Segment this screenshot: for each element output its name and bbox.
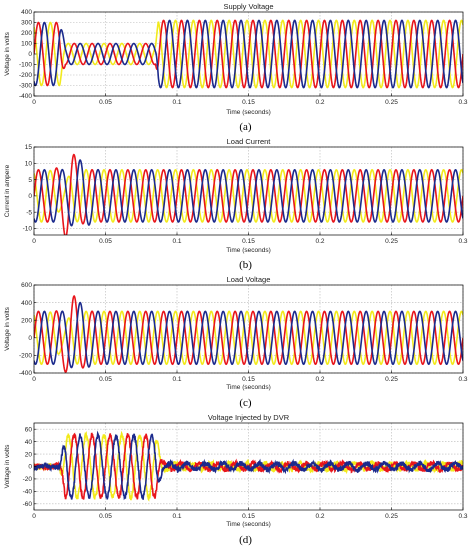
figure-caption: (c)	[239, 397, 252, 409]
x-tick-label: 0.1	[172, 376, 181, 383]
series-line-phase-1	[34, 19, 463, 89]
x-tick-label: 0.15	[242, 99, 255, 106]
y-tick-label: 100	[21, 41, 32, 48]
x-tick-label: 0.15	[242, 376, 255, 383]
y-tick-label: -40	[23, 489, 33, 496]
y-tick-label: 200	[21, 30, 32, 37]
x-tick-label: 0.05	[99, 238, 112, 245]
chart-title: Voltage Injected by DVR	[208, 413, 290, 422]
y-axis-label: Voltage in volts	[4, 444, 11, 488]
y-tick-label: 200	[21, 317, 32, 324]
y-tick-label: -400	[19, 93, 32, 100]
chart-panel-1: 0 0.05 0.1 0.15 0.2 0.25 0.3 -400 -300 -200 -100 0 1…	[4, 2, 468, 133]
chart-title: Load Current	[227, 137, 272, 146]
chart-title: Load Voltage	[227, 275, 271, 284]
y-tick-label: 0	[28, 51, 32, 58]
series-line-phase-3	[34, 19, 463, 89]
x-tick-label: 0.3	[458, 99, 467, 106]
x-tick-label: 0.3	[458, 513, 467, 520]
x-axis-label: Time (seconds)	[226, 384, 271, 391]
x-tick-label: 0.25	[385, 376, 398, 383]
x-tick-label: 0.2	[315, 238, 324, 245]
x-tick-label: 0.1	[172, 99, 181, 106]
y-axis-label: Voltage in volts	[4, 306, 11, 350]
y-tick-label: -200	[19, 353, 32, 360]
x-axis-label: Time (seconds)	[226, 247, 271, 254]
y-tick-label: -200	[19, 72, 32, 79]
y-tick-label: -5	[26, 209, 32, 216]
x-tick-label: 0.15	[242, 513, 255, 520]
x-tick-label: 0.3	[458, 238, 467, 245]
y-axis-label: Current in ampere	[4, 164, 11, 217]
chart-panel-3: 0 0.05 0.1 0.15 0.2 0.25 0.3 -400 -200 0 200 400 600…	[4, 275, 468, 409]
series-line-phase-2	[34, 430, 463, 501]
y-tick-label: 20	[25, 451, 33, 458]
x-tick-label: 0.05	[99, 513, 112, 520]
chart-panel-4: 0 0.05 0.1 0.15 0.2 0.25 0.3 -60 -40 -20 0 20 40 60 Vo…	[4, 413, 468, 546]
series-line-phase-1	[34, 295, 463, 373]
x-tick-label: 0.2	[315, 99, 324, 106]
y-tick-label: -400	[19, 370, 32, 377]
y-tick-label: -20	[23, 476, 33, 483]
y-tick-label: 60	[25, 426, 33, 433]
y-tick-label: 0	[28, 464, 32, 471]
figure-caption: (a)	[239, 121, 252, 133]
x-axis-label: Time (seconds)	[226, 521, 271, 528]
series-line-phase-3	[34, 168, 463, 223]
series-line-phase-2	[34, 19, 463, 89]
y-tick-label: 600	[21, 282, 32, 289]
x-tick-label: 0.05	[99, 376, 112, 383]
y-tick-label: 15	[25, 144, 33, 151]
y-tick-label: 40	[25, 439, 33, 446]
x-tick-label: 0.25	[385, 238, 398, 245]
series-line-phase-3	[34, 310, 463, 366]
figure-caption: (b)	[239, 259, 252, 271]
x-tick-label: 0.25	[385, 513, 398, 520]
y-tick-label: 300	[21, 20, 32, 27]
figure-caption: (d)	[239, 534, 252, 546]
x-tick-label: 0.15	[242, 238, 255, 245]
y-tick-label: -100	[19, 62, 32, 69]
series-line-phase-2	[34, 159, 463, 227]
x-axis-label: Time (seconds)	[226, 109, 271, 116]
x-tick-label: 0	[32, 513, 36, 520]
x-tick-label: 0.05	[99, 99, 112, 106]
y-tick-label: 0	[28, 335, 32, 342]
x-tick-label: 0.25	[385, 99, 398, 106]
y-tick-label: 10	[25, 160, 33, 167]
x-tick-label: 0	[32, 238, 36, 245]
y-tick-label: -10	[23, 226, 33, 233]
x-tick-label: 0	[32, 376, 36, 383]
x-tick-label: 0	[32, 99, 36, 106]
y-tick-label: 5	[28, 177, 32, 184]
x-tick-label: 0.1	[172, 513, 181, 520]
y-tick-label: 0	[28, 193, 32, 200]
x-tick-label: 0.3	[458, 376, 467, 383]
y-tick-label: 400	[21, 9, 32, 16]
chart-title: Supply Voltage	[223, 2, 273, 11]
series-line-phase-2	[34, 301, 463, 369]
x-tick-label: 0.1	[172, 238, 181, 245]
y-axis-label: Voltage in volts	[4, 31, 11, 75]
x-tick-label: 0.2	[315, 513, 324, 520]
series-line-phase-1	[34, 153, 463, 235]
x-tick-label: 0.2	[315, 376, 324, 383]
y-tick-label: -300	[19, 83, 32, 90]
y-tick-label: 400	[21, 300, 32, 307]
chart-panel-2: 0 0.05 0.1 0.15 0.2 0.25 0.3 -10 -5 0 5 10 15 Load Cu…	[4, 137, 468, 271]
y-tick-label: -60	[23, 501, 33, 508]
